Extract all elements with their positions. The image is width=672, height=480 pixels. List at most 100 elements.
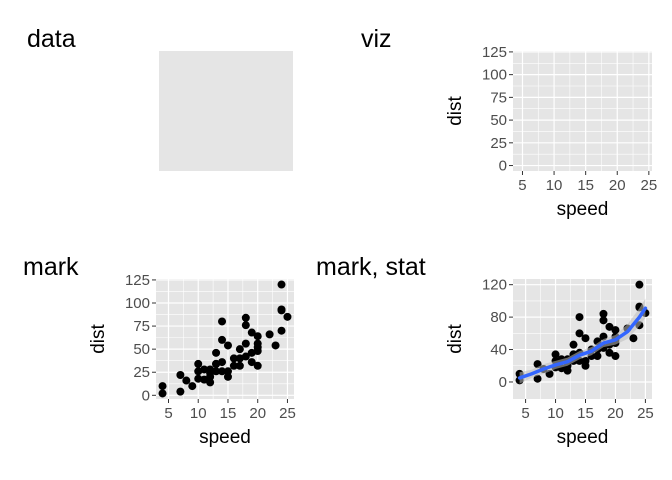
data-point [206, 378, 215, 387]
x-tick-label: 10 [190, 405, 207, 422]
data-point [229, 354, 238, 363]
y-tick-label: 50 [490, 112, 507, 129]
smooth-line [517, 306, 648, 380]
data-point [599, 316, 608, 325]
blank-panel [159, 51, 293, 171]
y-tick-label: 40 [490, 342, 507, 359]
data-point [629, 334, 638, 343]
data-point [218, 317, 227, 326]
data-point [635, 280, 644, 289]
y-tick-label: 75 [490, 89, 507, 106]
y-tick-label: 25 [133, 364, 150, 381]
data-point [605, 322, 614, 331]
x-tick-label: 5 [518, 177, 526, 194]
data-point [176, 371, 185, 379]
data-point [212, 367, 221, 376]
plot-mark: 5 10 15 20 25 0 25 50 75 100 125 speed dist [88, 272, 296, 448]
panel-title-mark: mark [23, 253, 79, 281]
y-tick-label: 100 [482, 67, 507, 84]
panel-title-viz: viz [361, 25, 392, 53]
x-tick-label: 20 [609, 177, 626, 194]
x-axis-title: speed [557, 199, 609, 220]
y-tick-label: 80 [490, 309, 507, 326]
data-point [581, 356, 590, 365]
data-point [241, 313, 250, 322]
data-point [235, 345, 244, 354]
y-tick-label: 50 [133, 341, 150, 358]
data-point [229, 361, 238, 370]
x-tick-label: 5 [521, 405, 529, 422]
x-tick-label: 25 [279, 405, 296, 422]
x-tick-label: 15 [577, 405, 594, 422]
x-tick-label: 15 [577, 177, 594, 194]
x-tick-label: 25 [637, 405, 654, 422]
data-point [223, 367, 232, 376]
data-point [551, 350, 560, 359]
data-point [218, 358, 227, 367]
x-tick-label: 5 [164, 405, 172, 422]
data-point [247, 358, 256, 367]
y-tick-label: 125 [482, 44, 507, 61]
x-tick-label: 10 [547, 405, 564, 422]
data-point [253, 332, 262, 341]
data-point [277, 326, 286, 335]
panel-title-data: data [27, 25, 76, 53]
smooth-confidence-band [519, 298, 646, 384]
x-axis-title: speed [557, 427, 609, 448]
data-point [533, 374, 542, 383]
panel-title-mark-stat: mark, stat [316, 253, 426, 281]
data-point [599, 309, 608, 318]
y-tick-label: 100 [125, 295, 150, 312]
data-point [283, 312, 292, 321]
data-point [241, 352, 250, 361]
data-point [253, 361, 262, 370]
data-point [611, 352, 620, 361]
data-point [176, 387, 185, 396]
plot-viz: 5 10 15 20 25 0 25 50 75 100 125 speed dist [445, 44, 657, 220]
y-axis-title: dist [445, 96, 466, 126]
data-point [158, 389, 167, 398]
data-point [218, 335, 227, 344]
data-point [194, 359, 203, 368]
data-point [265, 330, 274, 339]
x-tick-label: 15 [220, 405, 237, 422]
data-point [253, 339, 262, 348]
data-point [271, 341, 280, 350]
data-point [575, 329, 584, 338]
data-point [218, 367, 227, 376]
y-tick-label: 0 [142, 387, 150, 404]
data-point [194, 374, 203, 383]
data-point [593, 352, 602, 361]
y-tick-label: 120 [482, 277, 507, 294]
data-point [241, 339, 250, 348]
data-point [277, 305, 286, 314]
y-tick-label: 25 [490, 135, 507, 152]
x-tick-label: 25 [640, 177, 657, 194]
data-point [223, 341, 232, 350]
x-tick-label: 20 [249, 405, 266, 422]
data-point [200, 365, 209, 374]
data-point [569, 340, 578, 349]
x-tick-label: 10 [546, 177, 563, 194]
data-point [223, 372, 232, 381]
y-tick-label: 125 [125, 272, 150, 289]
x-axis-title: speed [199, 427, 251, 448]
data-point [277, 280, 286, 289]
y-tick-label: 0 [499, 374, 507, 391]
x-tick-label: 20 [607, 405, 624, 422]
panel-background [513, 51, 652, 171]
data-point [575, 313, 584, 322]
data-point [182, 376, 191, 385]
data-point [188, 382, 197, 391]
data-point [235, 361, 244, 370]
y-tick-label: 75 [133, 318, 150, 335]
data-point [247, 328, 256, 337]
data-point [605, 348, 614, 357]
data-point [241, 321, 250, 330]
data-point [212, 348, 221, 357]
data-point [158, 382, 167, 391]
data-point [581, 334, 590, 343]
y-tick-label: 0 [499, 158, 507, 175]
plot-mark-stat: 5 10 15 20 25 0 40 80 120 speed dist [445, 277, 654, 448]
data-point [200, 375, 209, 384]
